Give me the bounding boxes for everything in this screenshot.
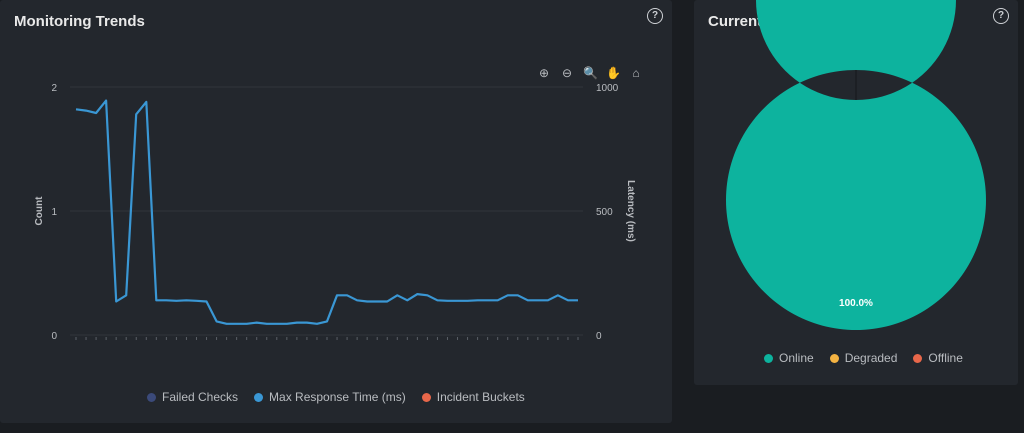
legend-dot-max-response-time — [254, 392, 264, 402]
slice-label-online: 100.0% — [839, 298, 873, 309]
legend-label-online: Online — [779, 351, 814, 365]
legend-label-incident-buckets: Incident Buckets — [436, 390, 525, 404]
legend-item-online[interactable]: Online — [764, 351, 814, 365]
legend-dot-incident-buckets — [421, 392, 431, 402]
chart-grid — [70, 86, 583, 336]
left-axis-ticks: 0 1 2 — [51, 83, 57, 342]
trends-legend: Failed Checks Max Response Time (ms) Inc… — [147, 390, 525, 404]
pan-icon[interactable]: ✋ — [606, 66, 621, 80]
selection-zoom-icon[interactable]: 🔍 — [583, 66, 598, 80]
left-tick-label: 0 — [51, 331, 57, 342]
right-tick-label: 1000 — [596, 83, 619, 94]
legend-item-offline[interactable]: Offline — [913, 351, 963, 365]
line-chart: 0 1 2 0 500 1000 Count Latency (ms) — [34, 83, 636, 342]
legend-dot-failed-checks — [147, 392, 156, 402]
zoom-in-icon[interactable]: ⊕ — [538, 66, 550, 80]
left-axis-title: Count — [34, 196, 45, 226]
status-distribution-panel: Current Status Distribution ? 100.0% Onl… — [694, 0, 1018, 385]
monitoring-trends-panel: Monitoring Trends ? ⊕ ⊖ 🔍 ✋ ⌂ 0 1 2 0 500 1000 C… — [0, 0, 672, 423]
legend-item-incident-buckets[interactable]: Incident Buckets — [421, 390, 525, 404]
legend-item-max-response-time[interactable]: Max Response Time (ms) — [254, 390, 406, 404]
legend-label-degraded: Degraded — [844, 351, 898, 365]
right-axis-ticks: 0 500 1000 — [596, 83, 619, 342]
legend-dot-online — [764, 353, 773, 363]
donut-slice-online[interactable] — [726, 0, 986, 330]
help-icon[interactable]: ? — [993, 8, 1009, 24]
series-line-max-response-time — [75, 99, 578, 325]
monitoring-trends-title: Monitoring Trends — [14, 13, 145, 30]
legend-label-offline: Offline — [928, 351, 963, 365]
left-tick-label: 1 — [51, 207, 57, 218]
right-tick-label: 0 — [596, 331, 602, 342]
right-axis-title: Latency (ms) — [625, 180, 636, 242]
legend-dot-offline — [913, 353, 923, 363]
legend-item-failed-checks[interactable]: Failed Checks — [147, 390, 238, 404]
status-legend: Online Degraded Offline — [764, 351, 963, 365]
right-tick-label: 500 — [596, 207, 613, 218]
legend-label-failed-checks: Failed Checks — [162, 390, 239, 404]
legend-label-max-response-time: Max Response Time (ms) — [269, 390, 406, 404]
reset-zoom-icon[interactable]: ⌂ — [632, 66, 640, 80]
legend-dot-degraded — [829, 353, 839, 363]
donut-chart: 100.0% — [726, 0, 986, 330]
zoom-out-icon[interactable]: ⊖ — [561, 66, 573, 80]
chart-toolbar: ⊕ ⊖ 🔍 ✋ ⌂ — [537, 66, 643, 80]
left-tick-label: 2 — [51, 83, 57, 94]
help-icon[interactable]: ? — [647, 8, 663, 24]
x-axis-ticks — [75, 337, 579, 340]
legend-item-degraded[interactable]: Degraded — [829, 351, 898, 365]
